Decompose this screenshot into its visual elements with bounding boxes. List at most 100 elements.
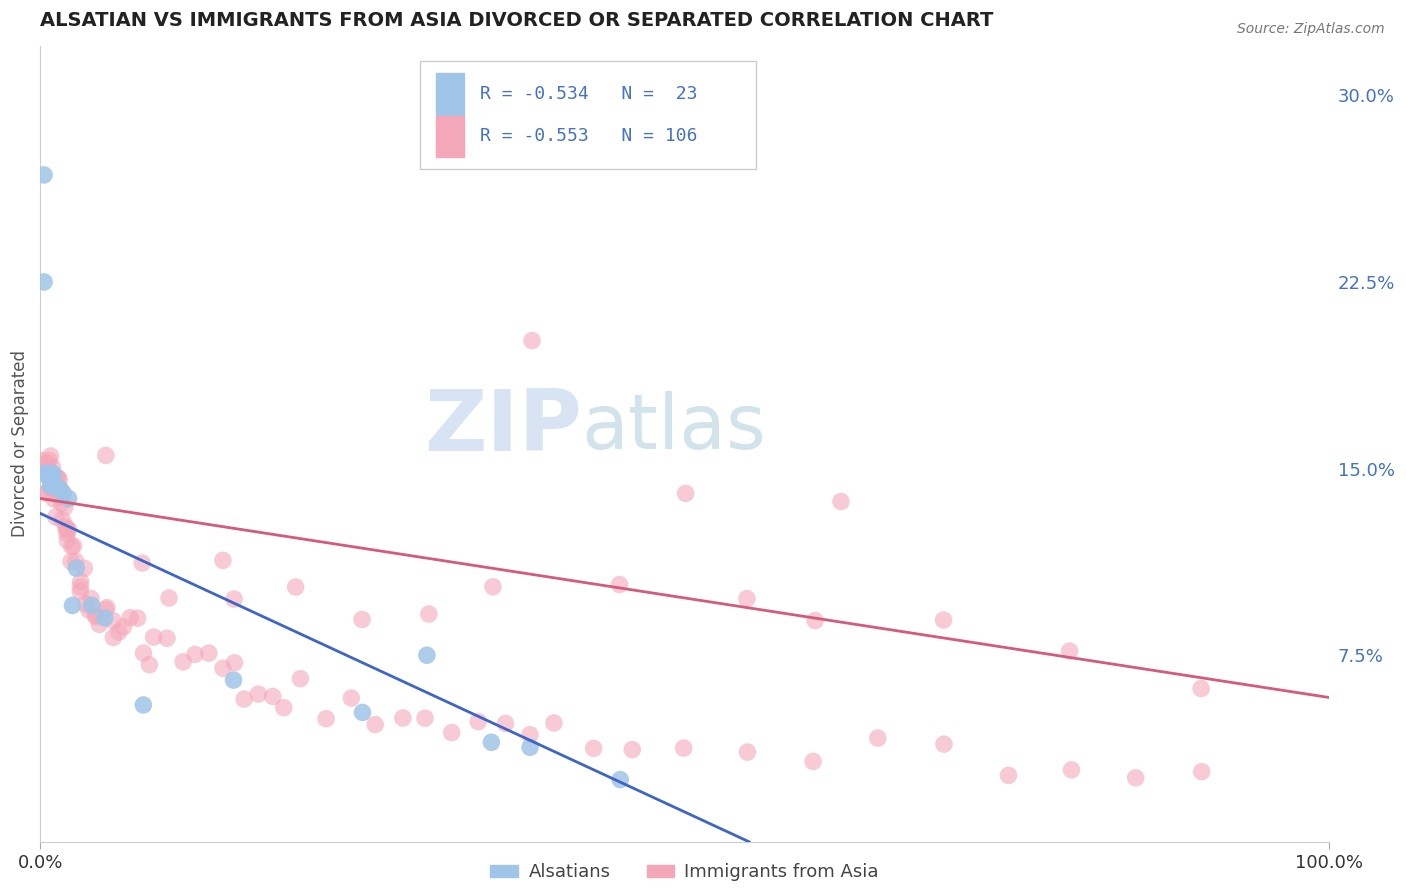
Point [45, 479, 67, 493]
Point [37, 469, 59, 483]
Point [1189, 681, 1212, 696]
Point [34, 467, 56, 481]
Point [290, 672, 312, 686]
Point [94, 602, 117, 616]
Point [41, 477, 63, 491]
Point [42, 477, 65, 491]
Point [801, 755, 824, 769]
Point [41, 471, 63, 485]
Point [543, 715, 565, 730]
Point [1191, 764, 1213, 779]
Point [73, 561, 96, 575]
Text: atlas: atlas [582, 391, 766, 465]
Point [247, 687, 270, 701]
Point [65, 561, 87, 575]
Point [48, 480, 70, 494]
Point [84, 608, 107, 623]
Point [519, 740, 541, 755]
Point [138, 657, 160, 672]
Point [56, 533, 79, 548]
Point [172, 655, 194, 669]
Text: ALSATIAN VS IMMIGRANTS FROM ASIA DIVORCED OR SEPARATED CORRELATION CHART: ALSATIAN VS IMMIGRANTS FROM ASIA DIVORCE… [41, 11, 994, 30]
Point [42, 481, 65, 495]
Point [51, 496, 73, 510]
Point [39, 467, 62, 481]
Point [262, 690, 284, 704]
Point [80, 599, 103, 613]
Point [35, 467, 58, 481]
Point [62, 539, 84, 553]
Point [340, 691, 363, 706]
Point [737, 745, 759, 759]
Point [467, 714, 489, 729]
Point [44, 492, 66, 507]
Point [69, 584, 91, 599]
Point [582, 741, 605, 756]
Text: R = -0.553   N = 106: R = -0.553 N = 106 [479, 128, 697, 145]
Point [157, 591, 180, 605]
Point [997, 768, 1019, 782]
Point [315, 712, 337, 726]
Point [222, 592, 245, 607]
Point [37, 469, 59, 483]
Point [80, 591, 103, 606]
Point [830, 494, 852, 508]
Point [42, 467, 65, 481]
Point [60, 540, 83, 554]
Y-axis label: Divorced or Separated: Divorced or Separated [11, 351, 30, 537]
Point [39, 481, 62, 495]
Point [35, 467, 58, 481]
Point [38, 467, 60, 481]
Point [52, 486, 75, 500]
Point [51, 484, 73, 499]
Point [131, 556, 153, 570]
Point [495, 716, 517, 731]
Point [65, 554, 87, 568]
Point [58, 523, 80, 537]
Text: ZIP: ZIP [423, 386, 582, 469]
Point [60, 554, 83, 568]
Point [62, 599, 84, 613]
Point [804, 614, 827, 628]
Point [41, 479, 63, 493]
Point [31, 454, 53, 468]
Point [35, 456, 58, 470]
Point [520, 334, 543, 348]
Point [107, 625, 129, 640]
Point [352, 613, 374, 627]
Point [184, 648, 207, 662]
Point [198, 646, 221, 660]
Point [103, 631, 125, 645]
Point [39, 449, 62, 463]
Point [112, 620, 135, 634]
Point [37, 484, 59, 499]
Point [77, 603, 100, 617]
Point [621, 742, 644, 756]
Point [932, 737, 955, 751]
Point [37, 467, 59, 481]
Point [48, 472, 70, 486]
Point [56, 526, 79, 541]
Point [233, 692, 256, 706]
Point [132, 698, 155, 712]
Legend: Alsatians, Immigrants from Asia: Alsatians, Immigrants from Asia [484, 856, 886, 888]
Point [96, 600, 118, 615]
Point [1060, 763, 1083, 777]
Point [609, 577, 631, 591]
Point [440, 725, 463, 739]
Point [46, 471, 69, 485]
Point [89, 617, 111, 632]
Point [69, 580, 91, 594]
Point [35, 486, 58, 500]
Point [735, 591, 758, 606]
Point [39, 479, 62, 493]
FancyBboxPatch shape [420, 62, 755, 169]
Point [51, 513, 73, 527]
Point [48, 482, 70, 496]
Point [53, 500, 76, 514]
Point [273, 700, 295, 714]
Point [94, 449, 117, 463]
Point [212, 553, 235, 567]
Point [38, 465, 60, 479]
Point [142, 630, 165, 644]
